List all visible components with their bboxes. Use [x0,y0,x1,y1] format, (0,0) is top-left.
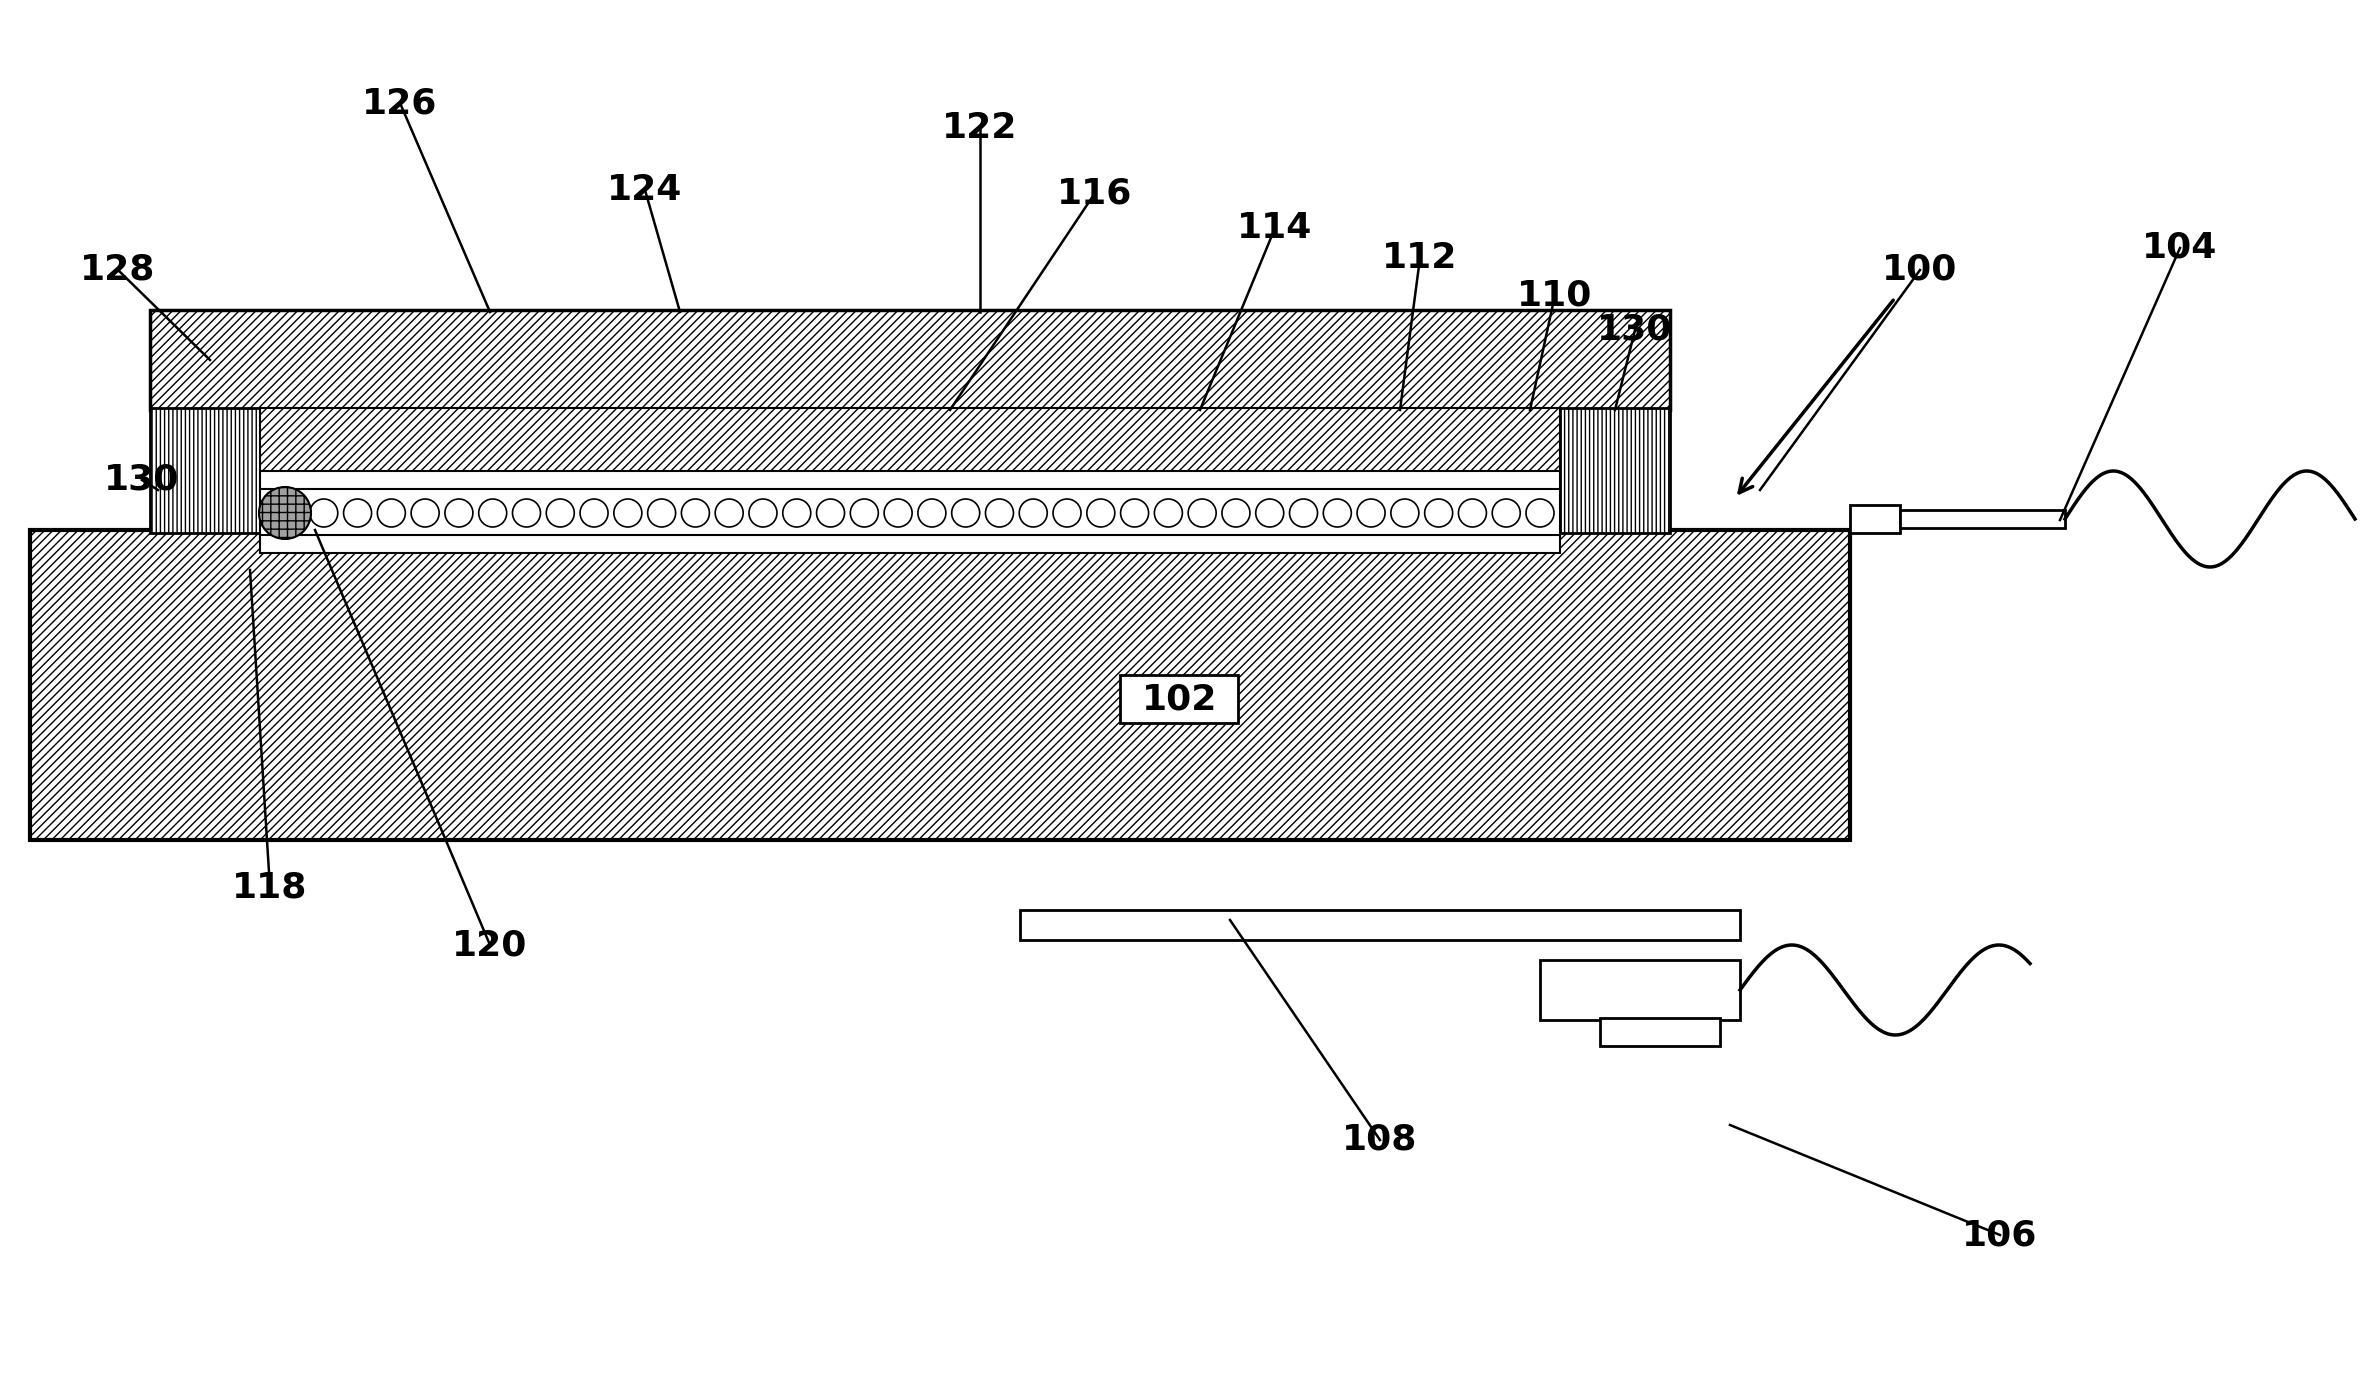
Text: 130: 130 [1596,313,1672,347]
Circle shape [310,498,338,527]
Text: 126: 126 [362,85,438,120]
Circle shape [1187,498,1216,527]
Text: 116: 116 [1057,176,1133,211]
Circle shape [615,498,641,527]
Text: 130: 130 [104,463,180,497]
Circle shape [816,498,844,527]
Circle shape [1525,498,1554,527]
Circle shape [648,498,676,527]
Text: 114: 114 [1237,211,1313,245]
Circle shape [681,498,710,527]
Circle shape [951,498,979,527]
Bar [1561,408,1670,533]
Circle shape [986,498,1015,527]
Bar [1019,910,1741,940]
Circle shape [1052,498,1081,527]
Text: 106: 106 [1963,1219,2039,1252]
Circle shape [579,498,608,527]
Circle shape [1459,498,1488,527]
Text: 102: 102 [1142,683,1218,717]
Circle shape [546,498,575,527]
Text: 112: 112 [1381,241,1457,275]
Circle shape [918,498,946,527]
Circle shape [1256,498,1284,527]
Circle shape [378,498,404,527]
Bar [31,530,1849,840]
Circle shape [1088,498,1114,527]
Bar [1121,675,1237,723]
Bar [149,310,1670,410]
Circle shape [885,498,913,527]
Circle shape [1223,498,1251,527]
Text: 122: 122 [941,112,1017,145]
Text: 104: 104 [2143,231,2218,264]
Text: 100: 100 [1883,253,1958,286]
Bar [1899,509,2065,527]
Bar [260,487,1561,537]
Circle shape [750,498,778,527]
Bar [1601,1018,1719,1047]
Circle shape [1358,498,1386,527]
Text: 128: 128 [80,253,156,286]
Circle shape [513,498,542,527]
Circle shape [851,498,877,527]
Circle shape [1154,498,1182,527]
Circle shape [1121,498,1149,527]
Circle shape [260,487,312,538]
Bar [260,471,1561,489]
Text: 108: 108 [1343,1124,1417,1157]
Bar [260,536,1561,554]
Circle shape [478,498,506,527]
Circle shape [277,498,305,527]
Circle shape [1492,498,1521,527]
Circle shape [1391,498,1419,527]
Bar [1540,960,1741,1020]
Circle shape [412,498,440,527]
Circle shape [783,498,811,527]
Bar [260,408,1561,474]
Circle shape [1289,498,1317,527]
Bar [1849,505,1899,533]
Text: 120: 120 [452,928,527,963]
Circle shape [445,498,473,527]
Text: 110: 110 [1518,278,1592,313]
Circle shape [1424,498,1452,527]
Circle shape [1324,498,1350,527]
Text: 118: 118 [232,872,307,905]
Circle shape [714,498,743,527]
Text: 124: 124 [608,174,683,207]
Bar [149,408,260,533]
Circle shape [1019,498,1048,527]
Circle shape [343,498,371,527]
